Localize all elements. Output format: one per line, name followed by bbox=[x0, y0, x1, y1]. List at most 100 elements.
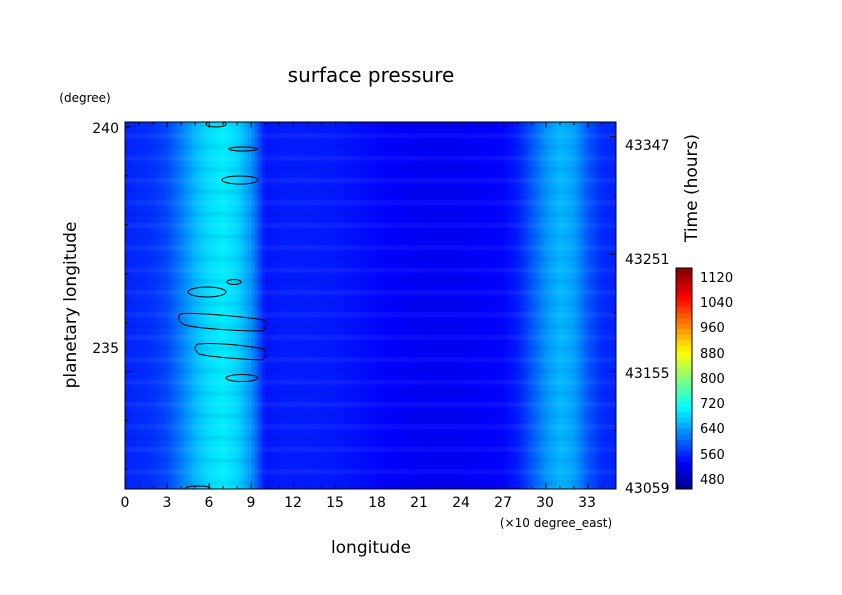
heatmap-cell bbox=[479, 122, 484, 489]
y-tick-label: 235 bbox=[92, 341, 119, 357]
heatmap-cell bbox=[388, 122, 393, 489]
contour-line bbox=[178, 312, 267, 332]
heatmap-cell bbox=[514, 122, 519, 489]
heatmap-band bbox=[125, 122, 616, 127]
heatmap-cell bbox=[153, 122, 158, 489]
contour-line bbox=[228, 146, 258, 152]
heatmap-cell bbox=[444, 122, 449, 489]
y-axis-label: planetary longitude bbox=[61, 222, 81, 389]
heatmap-cell bbox=[605, 122, 610, 489]
heatmap-cell bbox=[489, 122, 494, 489]
x-tick-label: 30 bbox=[536, 495, 554, 511]
colorbar-cell bbox=[676, 433, 692, 440]
heatmap-cell bbox=[412, 122, 417, 489]
colorbar-cell bbox=[676, 339, 692, 346]
heatmap-cell bbox=[314, 122, 319, 489]
x-tick-label: 18 bbox=[368, 495, 386, 511]
heatmap-cell bbox=[535, 122, 540, 489]
heatmap-band bbox=[125, 278, 616, 284]
heatmap-band bbox=[125, 346, 616, 351]
heatmap-cell bbox=[132, 122, 137, 489]
heatmap-band bbox=[125, 379, 616, 385]
heatmap-cell bbox=[338, 122, 344, 489]
colorbar-cell bbox=[676, 350, 692, 357]
heatmap-cell bbox=[296, 122, 301, 489]
heatmap-cell bbox=[349, 122, 354, 489]
heatmap-cell bbox=[272, 122, 277, 489]
y-tick-marks bbox=[125, 126, 131, 470]
heatmap-cell bbox=[538, 122, 543, 489]
heatmap-cell bbox=[587, 122, 593, 489]
colorbar-cell bbox=[676, 372, 692, 380]
heatmap-cell bbox=[507, 122, 512, 489]
heatmap-cell bbox=[125, 122, 130, 489]
heatmap-band bbox=[125, 357, 616, 363]
heatmap-band bbox=[125, 200, 616, 206]
x-tick-label: 24 bbox=[452, 495, 470, 511]
x-tick-label: 6 bbox=[205, 495, 214, 511]
heatmap-cell bbox=[139, 122, 144, 489]
heatmap-band bbox=[125, 234, 616, 239]
heatmap-cell bbox=[374, 122, 379, 489]
colorbar-cell bbox=[676, 444, 692, 451]
plot-frame bbox=[124, 121, 617, 490]
heatmap-cell bbox=[423, 122, 428, 489]
heatmap-cell bbox=[300, 122, 305, 489]
colorbar-cell bbox=[676, 328, 692, 335]
heatmap-band bbox=[125, 133, 616, 139]
heatmap-cell bbox=[409, 122, 414, 489]
heatmap-cell bbox=[233, 122, 238, 489]
colorbar-cell bbox=[676, 301, 692, 308]
colorbar-cell bbox=[676, 268, 692, 275]
heatmap-cell bbox=[363, 122, 368, 489]
heatmap-cell bbox=[451, 122, 456, 489]
heatmap-band bbox=[125, 323, 616, 329]
right-tick-label: 43347 bbox=[625, 138, 670, 154]
heatmap-cell bbox=[482, 122, 487, 489]
heatmap-cell bbox=[465, 122, 470, 489]
heatmap-cell bbox=[437, 122, 442, 489]
heatmap-cell bbox=[282, 122, 287, 489]
heatmap-cell bbox=[307, 122, 312, 489]
colorbar-tick-label: 1120 bbox=[700, 271, 733, 286]
contour-line bbox=[221, 175, 259, 185]
heatmap-cell bbox=[545, 122, 550, 489]
heatmap-cell bbox=[328, 122, 333, 489]
heatmap-cell bbox=[591, 122, 596, 489]
heatmap-cell bbox=[433, 122, 438, 489]
heatmap-cell bbox=[261, 122, 266, 489]
heatmap-cell bbox=[317, 122, 322, 489]
heatmap-cell bbox=[461, 122, 466, 489]
heatmap-band bbox=[125, 178, 616, 183]
heatmap-cell bbox=[531, 122, 536, 489]
heatmap-band bbox=[125, 390, 616, 396]
heatmap-cell bbox=[370, 122, 375, 489]
heatmap-cell bbox=[405, 122, 410, 489]
heatmap-band bbox=[125, 480, 616, 486]
x-tick-label: 9 bbox=[247, 495, 256, 511]
x-unit-note: (×10 degree_east) bbox=[500, 516, 612, 530]
heatmap-cell bbox=[496, 122, 501, 489]
colorbar-tick-label: 960 bbox=[700, 321, 725, 336]
heatmap-cell bbox=[149, 122, 154, 489]
heatmap-cell bbox=[160, 122, 165, 489]
right-tick-label: 43155 bbox=[625, 366, 670, 382]
heatmap-cell bbox=[608, 122, 614, 489]
heatmap-band bbox=[125, 413, 616, 419]
colorbar-cell bbox=[676, 295, 692, 302]
colorbar-cell bbox=[676, 477, 692, 484]
contour-line bbox=[185, 485, 211, 489]
heatmap-band bbox=[125, 245, 616, 251]
heatmap-cell bbox=[552, 122, 557, 489]
heatmap-cell bbox=[240, 122, 245, 489]
heatmap-cell bbox=[265, 122, 270, 489]
heatmap-cell bbox=[402, 122, 407, 489]
x-tick-label: 12 bbox=[284, 495, 302, 511]
heatmap-cell bbox=[352, 122, 358, 489]
contour-line bbox=[225, 374, 259, 382]
heatmap-cell bbox=[475, 122, 480, 489]
colorbar: 480 560 640 720 800 880 960 1040 1120 bbox=[675, 267, 733, 490]
colorbar-tick-label: 640 bbox=[700, 422, 725, 437]
colorbar-cell bbox=[676, 411, 692, 418]
heatmap-cell bbox=[454, 122, 459, 489]
